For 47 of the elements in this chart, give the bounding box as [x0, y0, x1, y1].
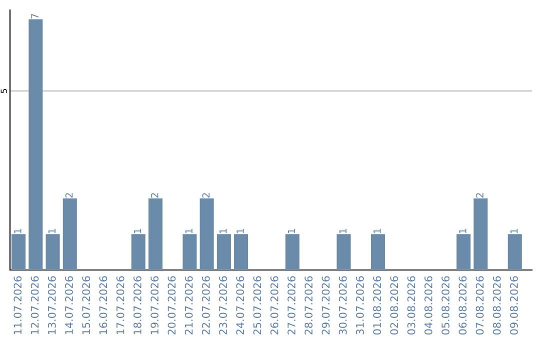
- data-label: 1: [288, 228, 296, 234]
- data-label: 7: [31, 14, 38, 19]
- x-tick-label: 12.07.2026: [30, 276, 39, 334]
- x-tick-label: 09.08.2026: [510, 276, 518, 335]
- x-tick-label: 13.07.2026: [48, 276, 56, 334]
- x-tick-label: 25.07.2026: [253, 276, 262, 334]
- data-label: 1: [220, 228, 227, 234]
- x-tick-label: 23.07.2026: [219, 276, 227, 334]
- data-label: 1: [339, 228, 346, 234]
- data-label: 2: [150, 193, 158, 198]
- data-label: 2: [202, 193, 210, 198]
- x-tick-label: 26.07.2026: [270, 276, 278, 334]
- x-tick-label: 01.08.2026: [373, 276, 381, 335]
- x-tick-label: 16.07.2026: [99, 276, 108, 334]
- data-label: 2: [65, 193, 73, 198]
- x-tick-label: 08.08.2026: [492, 276, 501, 335]
- x-tick-label: 14.07.2026: [65, 276, 73, 334]
- x-tick-label: 31.07.2026: [356, 276, 364, 334]
- x-tick-label: 02.08.2026: [390, 276, 398, 335]
- x-tick-label: 18.07.2026: [134, 276, 142, 334]
- x-tick-label: 29.07.2026: [322, 276, 330, 334]
- data-label: 1: [48, 228, 56, 234]
- data-label: 1: [134, 228, 142, 234]
- data-label: 1: [510, 228, 518, 234]
- x-tick-label: 22.07.2026: [202, 276, 210, 334]
- data-label: 1: [459, 228, 466, 234]
- x-tick-label: 05.08.2026: [442, 276, 450, 335]
- x-tick-label: 27.07.2026: [288, 276, 296, 334]
- data-label: 1: [374, 228, 381, 234]
- y-tick-label: 5: [0, 89, 7, 93]
- x-tick-label: 07.08.2026: [476, 276, 484, 335]
- data-label: 2: [476, 193, 484, 198]
- x-tick-label: 17.07.2026: [116, 276, 124, 334]
- x-tick-label: 03.08.2026: [407, 276, 416, 335]
- data-label: 1: [185, 228, 192, 234]
- data-label: 1: [236, 228, 244, 234]
- x-tick-label: 15.07.2026: [82, 276, 90, 334]
- x-tick-label: 19.07.2026: [150, 276, 158, 334]
- x-tick-label: 24.07.2026: [236, 276, 244, 334]
- data-label: 1: [14, 228, 22, 234]
- x-tick-label: 21.07.2026: [184, 276, 193, 334]
- x-tick-label: 04.08.2026: [424, 276, 432, 335]
- x-tick-label: 20.07.2026: [168, 276, 176, 334]
- x-tick-label: 11.07.2026: [14, 276, 22, 334]
- x-tick-label: 06.08.2026: [458, 276, 467, 335]
- x-tick-label: 28.07.2026: [304, 276, 313, 334]
- x-tick-label: 30.07.2026: [338, 276, 347, 334]
